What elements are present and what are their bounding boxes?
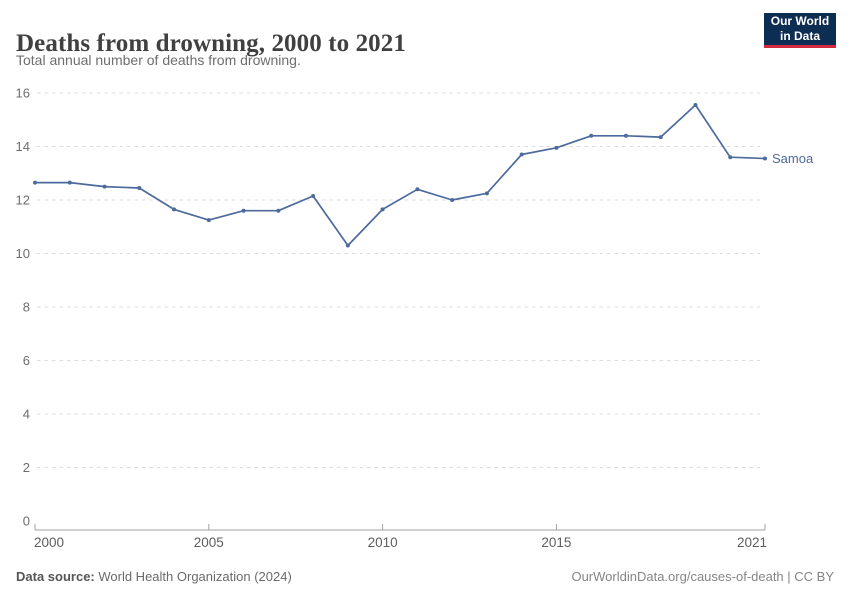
- license-link[interactable]: OurWorldinData.org/causes-of-death | CC …: [571, 569, 834, 584]
- y-tick-label-10: 10: [16, 246, 30, 261]
- y-tick-label-12: 12: [16, 193, 30, 208]
- data-point-2009[interactable]: [345, 243, 350, 248]
- y-tick-label-0: 0: [23, 514, 30, 529]
- x-tick-label-2000: 2000: [34, 535, 64, 550]
- chart-title: Deaths from drowning, 2000 to 2021: [16, 29, 406, 57]
- data-point-2006[interactable]: [241, 208, 246, 213]
- data-point-2017[interactable]: [623, 133, 628, 138]
- y-tick-label-6: 6: [23, 353, 30, 368]
- series-label-samoa[interactable]: Samoa: [772, 151, 814, 166]
- data-point-2019[interactable]: [693, 103, 698, 108]
- data-point-2010[interactable]: [380, 207, 385, 212]
- data-point-2001[interactable]: [67, 180, 72, 185]
- y-tick-label-16: 16: [16, 86, 30, 101]
- data-source-value: World Health Organization (2024): [94, 569, 292, 584]
- data-point-2011[interactable]: [415, 187, 420, 192]
- data-point-2018[interactable]: [658, 135, 663, 140]
- owid-logo[interactable]: Our World in Data: [764, 13, 836, 48]
- x-tick-label-2005: 2005: [194, 535, 224, 550]
- data-point-2008[interactable]: [311, 193, 316, 198]
- data-point-2007[interactable]: [276, 208, 281, 213]
- data-point-2020[interactable]: [728, 155, 733, 160]
- data-point-2005[interactable]: [206, 218, 211, 223]
- owid-logo-line2: in Data: [779, 29, 820, 43]
- y-tick-label-14: 14: [16, 139, 30, 154]
- data-point-2012[interactable]: [450, 198, 455, 202]
- data-point-2004[interactable]: [172, 207, 177, 212]
- data-source: Data source: World Health Organization (…: [16, 569, 292, 584]
- x-tick-label-2015: 2015: [541, 535, 571, 550]
- data-point-2013[interactable]: [484, 191, 489, 196]
- chart-subtitle: Total annual number of deaths from drown…: [16, 52, 301, 68]
- data-source-label: Data source:: [16, 569, 95, 584]
- data-point-2021[interactable]: [763, 156, 767, 161]
- data-point-2002[interactable]: [102, 184, 107, 189]
- y-tick-label-2: 2: [23, 460, 30, 475]
- y-tick-label-8: 8: [23, 300, 30, 315]
- series-line-samoa[interactable]: [34, 104, 766, 247]
- data-point-2014[interactable]: [519, 152, 524, 157]
- x-tick-label-2010: 2010: [368, 535, 398, 550]
- data-point-2016[interactable]: [589, 133, 594, 138]
- y-tick-label-4: 4: [23, 407, 30, 422]
- data-point-2003[interactable]: [137, 185, 142, 190]
- owid-logo-line1: Our World: [770, 14, 830, 29]
- data-point-2015[interactable]: [554, 145, 559, 150]
- chart-footer: Data source: World Health Organization (…: [16, 569, 834, 584]
- x-tick-label-2021: 2021: [737, 535, 767, 550]
- data-point-2000[interactable]: [33, 180, 37, 185]
